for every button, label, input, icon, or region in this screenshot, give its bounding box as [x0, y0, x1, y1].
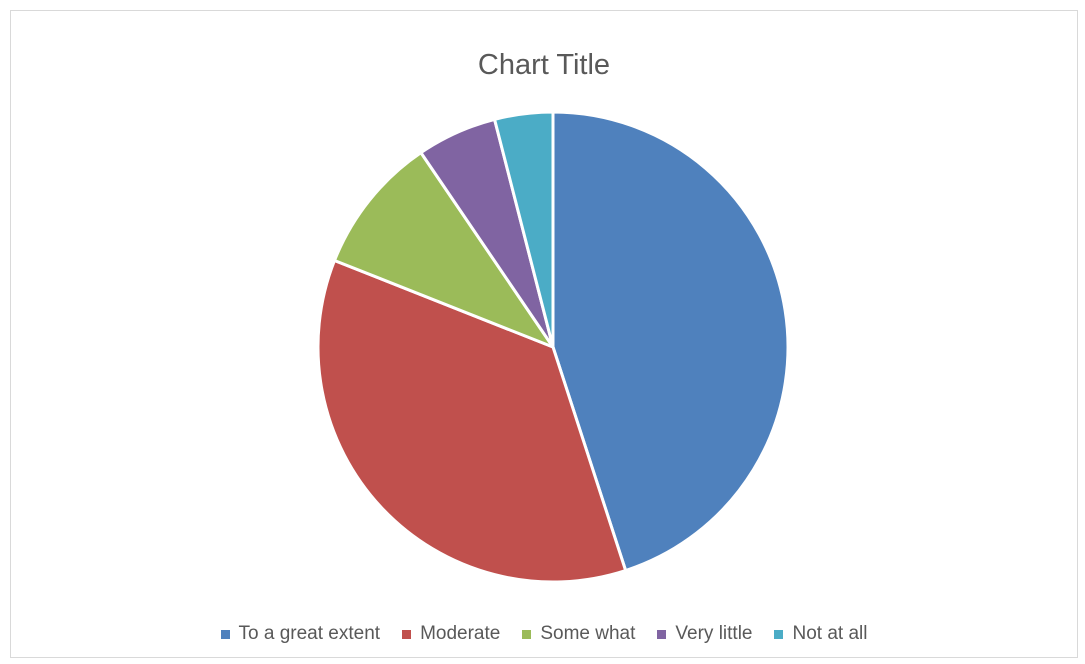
legend-label: To a great extent: [238, 623, 381, 644]
pie-slice-to-a-great-extent: [551, 110, 790, 572]
legend-swatch: [657, 629, 667, 639]
pie-slice-moderate: [316, 258, 628, 584]
legend-item: Some what: [522, 623, 635, 645]
legend-label: Very little: [675, 623, 753, 644]
pie-slice-not-at-all: [493, 110, 555, 349]
legend-label: Some what: [540, 623, 636, 644]
legend-item: Moderate: [402, 623, 500, 645]
legend-item: To a great extent: [220, 623, 381, 645]
chart-title: Chart Title: [477, 49, 611, 81]
legend: To a great extent Moderate Some what Very l…: [11, 623, 1077, 645]
chart-area: Chart Title To a great extent Moderate Som…: [10, 10, 1078, 658]
pie-chart: [316, 110, 790, 584]
legend-swatch: [774, 629, 784, 639]
legend-item: Not at all: [774, 623, 867, 645]
legend-item: Very little: [657, 623, 752, 645]
legend-swatch: [522, 629, 532, 639]
legend-swatch: [402, 629, 412, 639]
legend-label: Moderate: [420, 623, 501, 644]
pie-slice-some-what: [333, 151, 555, 349]
legend-swatch: [220, 629, 230, 639]
legend-label: Not at all: [792, 623, 868, 644]
